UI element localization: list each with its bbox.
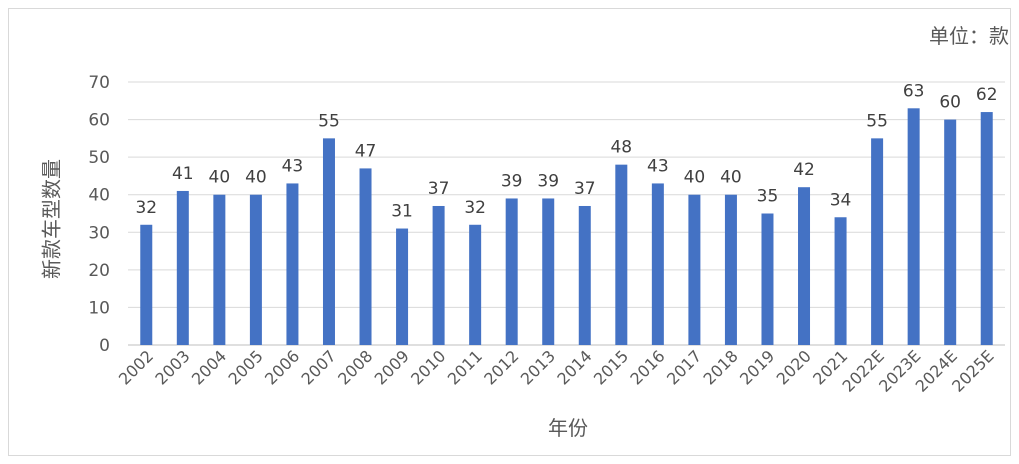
data-label: 43	[647, 156, 669, 176]
x-axis-title: 年份	[548, 416, 588, 440]
y-axis-ticks: 0 10 20 30 40 50 60 70	[88, 73, 110, 356]
data-label: 40	[209, 168, 231, 188]
x-tick-label: 2015	[590, 346, 632, 388]
bar	[688, 194, 701, 345]
bar	[907, 108, 920, 345]
bar	[249, 194, 262, 345]
x-tick-label: 2019	[736, 346, 778, 388]
x-tick-label: 2025E	[948, 346, 997, 395]
x-tick-label: 2016	[626, 346, 668, 388]
data-label: 40	[720, 168, 742, 188]
data-label: 37	[428, 179, 450, 199]
y-tick-label: 50	[88, 148, 110, 168]
bar	[651, 183, 664, 345]
x-tick-label: 2009	[371, 346, 413, 388]
data-label: 39	[501, 171, 523, 191]
data-label: 42	[793, 160, 815, 180]
x-tick-label: 2007	[298, 346, 340, 388]
x-tick-label: 2020	[773, 346, 815, 388]
bar	[432, 205, 445, 345]
bar	[834, 217, 847, 345]
data-label: 48	[610, 138, 632, 158]
x-tick-label: 2018	[700, 346, 742, 388]
bar	[322, 138, 335, 345]
bar	[140, 224, 153, 345]
x-tick-label: 2011	[444, 346, 486, 388]
y-tick-label: 30	[88, 223, 110, 243]
bar	[724, 194, 737, 345]
y-tick-label: 70	[88, 73, 110, 93]
data-label: 60	[939, 93, 961, 113]
y-tick-label: 0	[99, 336, 110, 356]
unit-label: 单位：款	[929, 24, 1009, 48]
bar	[980, 112, 993, 345]
y-tick-label: 60	[88, 111, 110, 131]
x-tick-label: 2006	[261, 346, 303, 388]
bar	[286, 183, 299, 345]
data-label: 47	[355, 141, 377, 161]
bar	[176, 190, 189, 345]
bar	[213, 194, 226, 345]
x-tick-label: 2014	[553, 346, 595, 388]
data-label: 40	[245, 168, 267, 188]
data-label: 39	[537, 171, 559, 191]
data-label: 41	[172, 164, 194, 184]
data-label: 31	[391, 202, 413, 222]
data-label: 37	[574, 179, 596, 199]
x-axis-ticks: 2002200320042005200620072008200920102011…	[115, 346, 998, 395]
x-tick-label: 2017	[663, 346, 705, 388]
data-label: 62	[976, 85, 998, 105]
bar	[396, 228, 409, 345]
data-label: 34	[830, 190, 852, 210]
y-axis-title: 新款车型数量	[39, 159, 64, 279]
bars	[140, 108, 993, 345]
data-label: 40	[684, 168, 706, 188]
bar	[578, 205, 591, 345]
x-tick-label: 2013	[517, 346, 559, 388]
y-tick-label: 20	[88, 261, 110, 281]
bar	[944, 119, 957, 345]
data-label: 32	[464, 198, 486, 218]
data-label: 32	[135, 198, 157, 218]
gridlines	[128, 81, 1005, 346]
data-label: 35	[757, 187, 779, 207]
bar	[615, 164, 628, 345]
x-tick-label: 2010	[407, 346, 449, 388]
bar	[761, 213, 774, 345]
y-tick-label: 40	[88, 186, 110, 206]
bar	[542, 198, 555, 345]
bar	[359, 168, 372, 345]
x-tick-label: 2003	[151, 346, 193, 388]
data-label: 63	[903, 81, 925, 101]
x-tick-label: 2012	[480, 346, 522, 388]
data-labels: 32 41 40 40 43 55 47 31 37 32 39 39 37 48 43 40 40 35 42 34…	[135, 81, 997, 221]
y-tick-label: 10	[88, 298, 110, 318]
data-label: 55	[318, 111, 340, 131]
data-label: 43	[282, 156, 304, 176]
bar	[469, 224, 482, 345]
bar	[871, 138, 884, 345]
x-tick-label: 2002	[115, 346, 157, 388]
x-tick-label: 2004	[188, 346, 230, 388]
x-tick-label: 2005	[224, 346, 266, 388]
bar	[798, 187, 811, 345]
data-label: 55	[866, 111, 888, 131]
bar	[505, 198, 518, 345]
x-tick-label: 2008	[334, 346, 376, 388]
